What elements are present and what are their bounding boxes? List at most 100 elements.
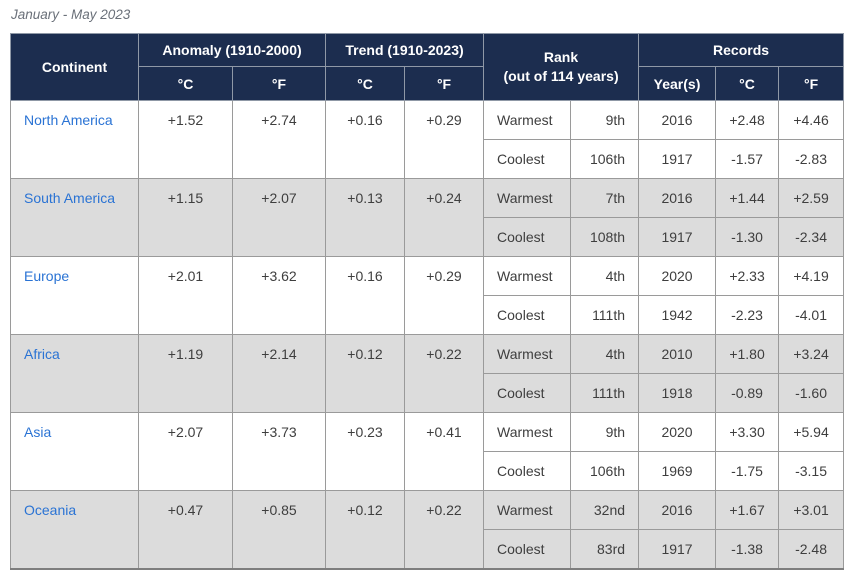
table-row-coolest: Coolest 106th 1969 -1.75 -3.15 — [11, 451, 845, 491]
record-year-cell: 1917 — [638, 217, 717, 257]
table-row-warmest: South America +1.15 +2.07 +0.13 +0.24 Wa… — [10, 178, 845, 257]
rank-label-cell: Warmest — [483, 100, 572, 140]
continent-link-oceania[interactable]: Oceania — [10, 490, 139, 569]
record-c-cell: +3.30 — [715, 412, 780, 452]
anomaly-c-cell: +2.07 — [138, 412, 233, 491]
rank-label-cell: Coolest — [483, 139, 572, 179]
rank-label-cell: Warmest — [483, 490, 572, 530]
record-f-cell: +4.19 — [778, 256, 845, 296]
rank-value-cell: 108th — [570, 217, 640, 257]
trend-c-cell: +0.12 — [325, 334, 406, 413]
record-f-cell: +3.01 — [778, 490, 845, 530]
trend-c-cell: +0.12 — [325, 490, 406, 569]
continent-link-asia[interactable]: Asia — [10, 412, 139, 491]
rank-title: Rank — [543, 49, 579, 65]
rank-value-cell: 32nd — [570, 490, 640, 530]
table-row-coolest: Coolest 111th 1942 -2.23 -4.01 — [11, 295, 845, 335]
trend-c-cell: +0.13 — [325, 178, 406, 257]
anomaly-f-cell: +3.73 — [231, 412, 327, 491]
record-year-cell: 1969 — [638, 451, 717, 491]
records-fahrenheit-header: °F — [778, 66, 845, 101]
record-f-cell: +4.46 — [778, 100, 845, 140]
record-c-cell: -0.89 — [715, 373, 780, 413]
rank-label-cell: Warmest — [483, 334, 572, 374]
period-subtitle: January - May 2023 — [11, 7, 131, 22]
record-f-cell: -2.83 — [778, 139, 845, 179]
record-year-cell: 2016 — [638, 178, 717, 218]
anomaly-celsius-header: °C — [138, 66, 233, 101]
anomaly-c-cell: +2.01 — [138, 256, 233, 335]
anomaly-c-cell: +1.52 — [138, 100, 233, 179]
record-c-cell: -2.23 — [715, 295, 780, 335]
record-f-cell: -1.60 — [778, 373, 845, 413]
col-header-continent: Continent — [10, 33, 139, 101]
rank-value-cell: 9th — [570, 100, 640, 140]
trend-f-cell: +0.29 — [404, 100, 485, 179]
rank-label-cell: Coolest — [483, 295, 572, 335]
rank-label-cell: Warmest — [483, 178, 572, 218]
table-row-coolest: Coolest 106th 1917 -1.57 -2.83 — [11, 139, 845, 179]
col-header-anomaly: Anomaly (1910-2000) — [137, 33, 327, 67]
anomaly-c-cell: +1.15 — [138, 178, 233, 257]
rank-value-cell: 4th — [570, 256, 640, 296]
record-c-cell: -1.57 — [715, 139, 780, 179]
continent-link-north-america[interactable]: North America — [10, 100, 139, 179]
record-c-cell: +1.44 — [715, 178, 780, 218]
record-year-cell: 2020 — [638, 412, 717, 452]
record-c-cell: +1.80 — [715, 334, 780, 374]
table-row-warmest: Europe +2.01 +3.62 +0.16 +0.29 Warmest 4… — [10, 256, 845, 335]
anomaly-f-cell: +3.62 — [231, 256, 327, 335]
rank-value-cell: 9th — [570, 412, 640, 452]
rank-value-cell: 106th — [570, 451, 640, 491]
table-row-warmest: North America +1.52 +2.74 +0.16 +0.29 Wa… — [10, 100, 845, 179]
trend-c-cell: +0.16 — [325, 256, 406, 335]
trend-f-cell: +0.24 — [404, 178, 485, 257]
table-row-warmest: Africa +1.19 +2.14 +0.12 +0.22 Warmest 4… — [10, 334, 845, 413]
record-year-cell: 1942 — [638, 295, 717, 335]
anomaly-fahrenheit-header: °F — [231, 66, 327, 101]
record-year-cell: 2010 — [638, 334, 717, 374]
table-row-coolest: Coolest 108th 1917 -1.30 -2.34 — [11, 217, 845, 257]
continent-link-europe[interactable]: Europe — [10, 256, 139, 335]
rank-label-cell: Warmest — [483, 412, 572, 452]
rank-value-cell: 111th — [570, 373, 640, 413]
anomaly-f-cell: +0.85 — [231, 490, 327, 569]
record-year-cell: 1917 — [638, 529, 717, 569]
record-c-cell: -1.75 — [715, 451, 780, 491]
record-f-cell: -2.48 — [778, 529, 845, 569]
record-year-cell: 2020 — [638, 256, 717, 296]
record-year-cell: 1917 — [638, 139, 717, 179]
anomaly-f-cell: +2.07 — [231, 178, 327, 257]
record-f-cell: +3.24 — [778, 334, 845, 374]
trend-f-cell: +0.22 — [404, 334, 485, 413]
record-c-cell: -1.30 — [715, 217, 780, 257]
rank-label-cell: Warmest — [483, 256, 572, 296]
trend-f-cell: +0.29 — [404, 256, 485, 335]
continental-anomalies-table: Continent Anomaly (1910-2000) Trend (191… — [10, 33, 845, 570]
table-row-coolest: Coolest 111th 1918 -0.89 -1.60 — [11, 373, 845, 413]
rank-value-cell: 83rd — [570, 529, 640, 569]
rank-subtitle: (out of 114 years) — [503, 68, 619, 84]
record-year-cell: 1918 — [638, 373, 717, 413]
rank-value-cell: 111th — [570, 295, 640, 335]
record-year-cell: 2016 — [638, 490, 717, 530]
rank-label-cell: Coolest — [483, 373, 572, 413]
records-celsius-header: °C — [715, 66, 780, 101]
continent-link-south-america[interactable]: South America — [10, 178, 139, 257]
record-f-cell: -2.34 — [778, 217, 845, 257]
col-header-trend: Trend (1910-2023) — [325, 33, 485, 67]
rank-value-cell: 7th — [570, 178, 640, 218]
col-header-records: Records — [638, 33, 845, 67]
continent-link-africa[interactable]: Africa — [10, 334, 139, 413]
col-header-rank: Rank (out of 114 years) — [483, 33, 640, 101]
anomaly-c-cell: +0.47 — [138, 490, 233, 569]
anomaly-f-cell: +2.14 — [231, 334, 327, 413]
table-header: Continent Anomaly (1910-2000) Trend (191… — [10, 33, 845, 101]
record-f-cell: -3.15 — [778, 451, 845, 491]
rank-label-cell: Coolest — [483, 529, 572, 569]
anomaly-c-cell: +1.19 — [138, 334, 233, 413]
record-c-cell: -1.38 — [715, 529, 780, 569]
trend-celsius-header: °C — [325, 66, 406, 101]
trend-fahrenheit-header: °F — [404, 66, 485, 101]
record-f-cell: -4.01 — [778, 295, 845, 335]
